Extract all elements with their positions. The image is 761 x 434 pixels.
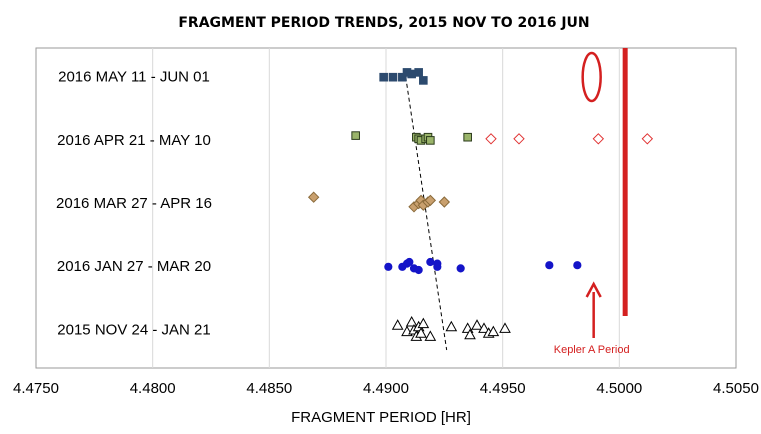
data-point: [485, 133, 497, 145]
y-category-label: 2015 NOV 24 - JAN 21: [57, 321, 210, 338]
data-point: [464, 328, 476, 340]
x-tick-label: 4.4900: [363, 380, 409, 397]
data-point: [414, 265, 423, 275]
annotation-label: Kepler A Period: [554, 344, 630, 356]
data-point: [573, 261, 582, 270]
y-category-label: 2016 MAR 27 - APR 16: [56, 195, 212, 212]
data-point: [307, 191, 320, 203]
x-tick-label: 4.4850: [246, 380, 292, 397]
x-tick-label: 4.5050: [713, 380, 759, 397]
data-point: [463, 132, 472, 142]
x-tick-label: 4.4750: [13, 380, 59, 397]
data-points: [307, 68, 654, 341]
data-point: [424, 194, 437, 207]
gridlines: [152, 48, 620, 368]
data-point: [478, 322, 490, 333]
chart-title: FRAGMENT PERIOD TRENDS, 2015 NOV TO 2016…: [178, 15, 589, 31]
data-point: [405, 257, 414, 267]
data-point: [592, 133, 605, 145]
data-point: [641, 133, 654, 145]
data-point: [419, 76, 428, 85]
x-tick-label: 4.5000: [596, 380, 642, 397]
data-point: [513, 133, 525, 145]
data-point: [391, 319, 404, 330]
data-point: [405, 315, 418, 327]
data-point: [433, 259, 442, 268]
data-point: [388, 72, 398, 82]
data-point: [424, 330, 437, 341]
x-tick-label: 4.4950: [480, 380, 526, 397]
y-category-label: 2016 JAN 27 - MAR 20: [57, 258, 211, 275]
data-point: [426, 136, 435, 145]
x-tick-label: 4.4800: [130, 380, 176, 397]
data-point: [438, 196, 451, 208]
reference-layer: [581, 48, 628, 338]
data-point: [471, 319, 483, 330]
data-point: [545, 261, 554, 270]
annotation-arrowhead: [585, 281, 602, 298]
y-category-label: 2016 APR 21 - MAY 10: [57, 132, 211, 149]
x-axis-title: FRAGMENT PERIOD [HR]: [291, 409, 471, 426]
data-point: [426, 257, 435, 267]
data-point: [456, 264, 465, 273]
data-point: [499, 322, 511, 333]
data-point: [415, 327, 427, 338]
data-point: [487, 325, 500, 337]
annotation-oval: [581, 51, 602, 103]
data-point: [398, 72, 407, 82]
y-category-labels: 2015 NOV 24 - JAN 21 2016 JAN 27 - MAR 20…: [56, 69, 212, 339]
data-point: [379, 72, 388, 82]
y-category-label: 2016 MAY 11 - JUN 01: [58, 69, 210, 86]
data-point: [407, 69, 416, 79]
data-point: [384, 262, 393, 271]
trend-layer: [404, 69, 448, 351]
data-point: [351, 131, 360, 140]
data-point: [417, 317, 430, 329]
data-point: [414, 68, 423, 77]
data-point: [445, 320, 458, 332]
trend-line: [404, 69, 448, 351]
x-tick-labels: 4.4750 4.4800 4.4850 4.4900 4.4950 4.5000 4.50…: [13, 380, 759, 397]
